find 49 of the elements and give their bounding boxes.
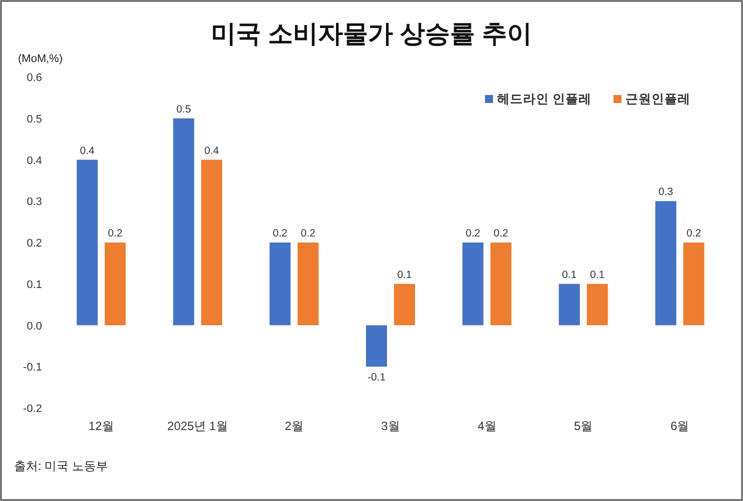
- data-label: 0.2: [272, 228, 288, 240]
- y-axis-title: (MoM,%): [18, 53, 63, 65]
- bar: [655, 201, 676, 326]
- data-label: 0.1: [590, 268, 605, 281]
- source-note: 출처: 미국 노동부: [14, 459, 108, 473]
- data-label: 0.2: [494, 228, 508, 240]
- bar: [586, 284, 608, 326]
- data-label: 0.4: [204, 144, 220, 157]
- y-tick-label: 0.6: [26, 72, 42, 84]
- bar: [683, 242, 704, 326]
- y-tick-label: 0.1: [26, 278, 42, 291]
- bar: [558, 284, 580, 326]
- x-tick-label: 2월: [284, 419, 304, 433]
- data-label: 0.2: [466, 228, 480, 240]
- data-label: 0.2: [108, 228, 123, 240]
- bar: [270, 242, 291, 326]
- data-label: 0.4: [80, 144, 95, 157]
- y-tick-label: 0.0: [26, 320, 42, 332]
- data-label: 0.1: [562, 268, 577, 281]
- bar: [394, 284, 415, 326]
- bar: [298, 242, 319, 326]
- x-tick-label: 4월: [478, 419, 496, 433]
- y-tick-label: 0.2: [26, 238, 42, 250]
- data-label: 0.2: [300, 228, 316, 240]
- x-tick-label: 5월: [574, 419, 593, 433]
- x-tick-label: 3월: [381, 419, 400, 433]
- y-tick-label: 0.4: [26, 154, 42, 167]
- bar: [201, 160, 222, 326]
- y-tick-label: -0.1: [23, 362, 42, 374]
- data-label: 0.5: [176, 103, 192, 116]
- chart-title: 미국 소비자물가 상승률 추이: [211, 20, 532, 48]
- x-tick-label: 12월: [88, 419, 114, 433]
- x-tick-label: 2025년 1월: [167, 419, 228, 433]
- legend-label: 헤드라인 인플레: [497, 92, 592, 106]
- bar: [462, 242, 484, 326]
- data-label: 0.2: [686, 228, 702, 240]
- y-tick-label: 0.5: [26, 113, 42, 126]
- y-tick-label: -0.2: [23, 403, 42, 415]
- data-label: 0.3: [658, 186, 674, 198]
- bar: [104, 242, 126, 326]
- bar: [76, 160, 98, 326]
- bar: [173, 118, 194, 326]
- legend-label: 근원인플레: [625, 92, 690, 106]
- y-tick-label: 0.3: [26, 196, 42, 208]
- data-label: -0.1: [367, 372, 386, 384]
- bar: [490, 242, 512, 326]
- data-label: 0.1: [397, 268, 412, 281]
- x-tick-label: 6월: [670, 419, 690, 433]
- bar: [366, 325, 387, 367]
